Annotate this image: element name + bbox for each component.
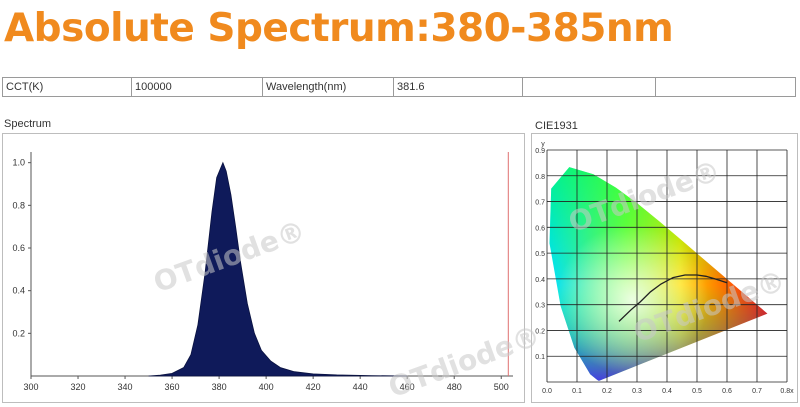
y-tick-label: 0.8 xyxy=(535,174,545,181)
x-tick-label: 300 xyxy=(23,382,38,392)
x-tick-label: 400 xyxy=(259,382,274,392)
x-tick-label: 420 xyxy=(306,382,321,392)
page-title: Absolute Spectrum:380-385nm xyxy=(4,6,674,51)
wavelength-label: Wavelength(nm) xyxy=(262,77,394,97)
cie-chart: 0.0 0.1 0.2 0.3 0.4 0.5 0.6 0.7 0.8x 0.1 0.2 0.3 0.4… xyxy=(535,141,794,395)
cie-panel: 0.0 0.1 0.2 0.3 0.4 0.5 0.6 0.7 0.8x 0.1 0.2 0.3 0.4… xyxy=(531,133,798,403)
empty-cell xyxy=(655,77,796,97)
x-tick-label: 360 xyxy=(165,382,180,392)
x-tick-label: 0.4 xyxy=(662,388,672,395)
x-tick-label: 460 xyxy=(400,382,415,392)
x-tick-label: 500 xyxy=(494,382,509,392)
x-tick-label: 320 xyxy=(71,382,86,392)
y-tick-label: 0.4 xyxy=(12,286,25,296)
wavelength-value: 381.6 xyxy=(393,77,523,97)
x-tick-label: 480 xyxy=(447,382,462,392)
y-tick-label: 1.0 xyxy=(12,158,25,168)
x-tick-label: 0.1 xyxy=(572,388,582,395)
spectrum-area xyxy=(148,161,408,377)
y-tick-label: 0.8 xyxy=(12,200,25,210)
x-tick-label: 0.5 xyxy=(692,388,702,395)
y-axis-label: y xyxy=(541,141,545,148)
y-tick-label: 0.2 xyxy=(535,328,545,335)
x-tick-label: 0.3 xyxy=(632,388,642,395)
y-tick-label: 0.1 xyxy=(535,354,545,361)
x-tick-label: 380 xyxy=(212,382,227,392)
y-tick-label: 0.2 xyxy=(12,328,25,338)
info-table: CCT(K) 100000 Wavelength(nm) 381.6 xyxy=(2,77,796,97)
spectrum-chart: 0.2 0.4 0.6 0.8 1.0 300 320 340 360 380 400 420 440 4… xyxy=(12,152,513,392)
x-tick-label: 440 xyxy=(353,382,368,392)
y-tick-label: 0.3 xyxy=(535,303,545,310)
x-tick-label: 0.7 xyxy=(752,388,762,395)
y-tick-label: 0.4 xyxy=(535,277,545,284)
info-row: CCT(K) 100000 Wavelength(nm) 381.6 xyxy=(2,77,796,97)
cct-value: 100000 xyxy=(131,77,263,97)
cie-panel-label: CIE1931 xyxy=(535,120,578,132)
spectrum-panel-label: Spectrum xyxy=(4,118,52,130)
spectrum-panel: 0.2 0.4 0.6 0.8 1.0 300 320 340 360 380 400 420 440 4… xyxy=(2,133,525,403)
y-tick-label: 0.6 xyxy=(535,225,545,232)
y-tick-label: 0.9 xyxy=(535,148,545,155)
x-tick-label: 0.2 xyxy=(602,388,612,395)
y-tick-label: 0.7 xyxy=(535,200,545,207)
cie-locus-white xyxy=(549,167,768,381)
y-tick-label: 0.5 xyxy=(535,251,545,258)
planckian-locus xyxy=(618,274,728,322)
y-tick-label: 0.6 xyxy=(12,243,25,253)
x-tick-label: 0.6 xyxy=(722,388,732,395)
cct-label: CCT(K) xyxy=(2,77,132,97)
x-tick-label: 0.0 xyxy=(542,388,552,395)
x-tick-label: 340 xyxy=(118,382,133,392)
empty-cell xyxy=(522,77,656,97)
x-tick-label: 0.8x xyxy=(780,388,794,395)
